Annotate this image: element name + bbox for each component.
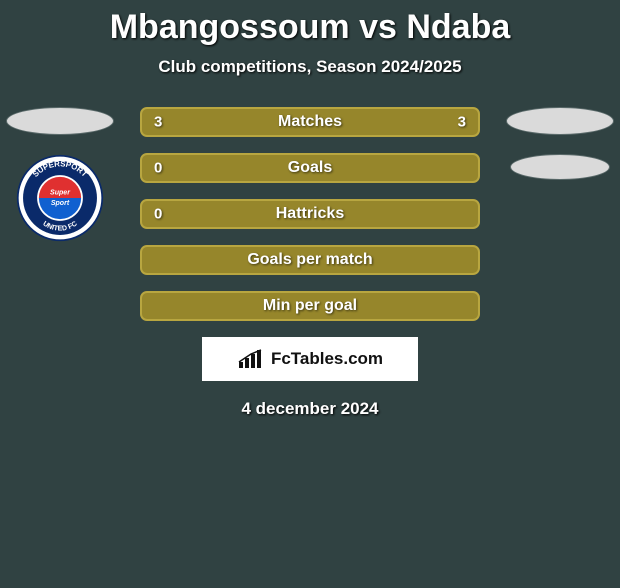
date-text: 4 december 2024 [0, 399, 620, 419]
stat-row-min-per-goal: Min per goal [140, 291, 480, 321]
bar-chart-icon [237, 348, 265, 370]
stat-value-left: 3 [154, 114, 162, 131]
stat-rows: 3 Matches 3 0 Goals 0 Hattricks Goals pe… [140, 107, 480, 321]
left-player-column: SUPERSPORT UNITED FC Super Sport [0, 107, 120, 247]
stat-row-goals-per-match: Goals per match [140, 245, 480, 275]
player-avatar-placeholder-left [6, 107, 114, 135]
svg-text:Super: Super [50, 189, 71, 196]
right-player-column [500, 107, 620, 185]
stat-label: Goals per match [142, 251, 478, 269]
stat-value-right: 3 [458, 114, 466, 131]
svg-text:Sport: Sport [51, 200, 70, 207]
page-subtitle: Club competitions, Season 2024/2025 [0, 57, 620, 77]
brand-text: FcTables.com [271, 349, 383, 369]
club-crest-icon: SUPERSPORT UNITED FC Super Sport [16, 154, 104, 242]
stat-label: Matches [142, 113, 478, 131]
stat-value-left: 0 [154, 206, 162, 223]
left-club-crest-wrap: SUPERSPORT UNITED FC Super Sport [0, 154, 120, 247]
stat-row-matches: 3 Matches 3 [140, 107, 480, 137]
comparison-content: SUPERSPORT UNITED FC Super Sport [0, 107, 620, 419]
stat-label: Hattricks [142, 205, 478, 223]
club-crest-placeholder-right [510, 154, 610, 180]
right-club-crest-wrap [500, 154, 620, 185]
stat-row-hattricks: 0 Hattricks [140, 199, 480, 229]
stat-label: Min per goal [142, 297, 478, 315]
page-title: Mbangossoum vs Ndaba [0, 8, 620, 47]
stat-row-goals: 0 Goals [140, 153, 480, 183]
stat-value-left: 0 [154, 160, 162, 177]
player-avatar-placeholder-right [506, 107, 614, 135]
brand-watermark: FcTables.com [202, 337, 418, 381]
stat-label: Goals [142, 159, 478, 177]
